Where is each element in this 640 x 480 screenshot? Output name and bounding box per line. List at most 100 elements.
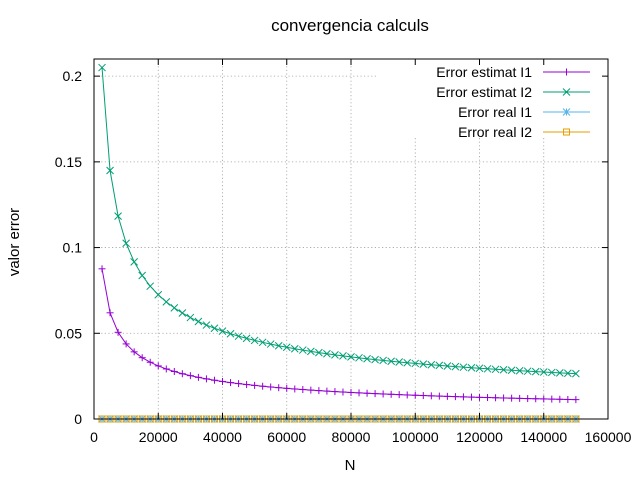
data-point (267, 383, 275, 391)
data-point (492, 394, 500, 402)
y-tick-label: 0 (74, 411, 82, 427)
data-point (122, 340, 130, 348)
data-point (234, 332, 243, 341)
data-point (531, 367, 540, 376)
data-point (146, 282, 155, 291)
data-point (339, 352, 347, 360)
legend-marker (563, 128, 570, 136)
legend-label: Error estimat I2 (436, 84, 532, 100)
y-tick-label: 0.15 (55, 154, 82, 170)
data-point (419, 360, 428, 368)
data-point (507, 366, 516, 375)
data-point (219, 377, 226, 385)
data-point (242, 334, 251, 343)
data-point (130, 257, 139, 266)
y-tick-label: 0.05 (55, 325, 82, 341)
data-point (411, 359, 420, 368)
x-tick-label: 80000 (332, 429, 371, 445)
data-point (499, 365, 508, 374)
data-point (451, 362, 460, 371)
data-point (186, 313, 195, 322)
data-point (555, 369, 564, 377)
legend-label: Error real I1 (458, 104, 532, 120)
data-point (516, 394, 524, 402)
data-point (227, 379, 235, 387)
x-tick-label: 0 (90, 429, 98, 445)
data-point (387, 357, 396, 366)
data-point (307, 386, 315, 394)
data-point (186, 372, 194, 380)
data-point (259, 382, 267, 390)
data-point (467, 393, 475, 401)
data-point (523, 367, 532, 376)
x-tick-label: 100000 (392, 429, 439, 445)
data-point (443, 362, 452, 370)
series-line (101, 268, 576, 401)
data-point (484, 394, 492, 402)
data-point (323, 349, 331, 358)
data-point (347, 353, 355, 361)
data-point (251, 381, 259, 389)
data-point (395, 391, 403, 399)
data-point (387, 390, 395, 398)
data-point (162, 298, 171, 306)
data-point (291, 385, 299, 393)
data-point (154, 362, 162, 370)
data-point (235, 380, 243, 388)
data-point (122, 239, 130, 248)
data-point (419, 392, 427, 400)
data-point (250, 336, 259, 345)
data-point (483, 364, 492, 373)
data-point (275, 384, 283, 392)
data-point (524, 395, 532, 403)
data-point (347, 388, 355, 396)
legend-marker (562, 108, 571, 116)
data-point (210, 324, 219, 333)
data-point (451, 393, 459, 401)
data-point (532, 395, 540, 403)
data-point (138, 354, 146, 362)
data-point (114, 328, 122, 336)
data-point (355, 353, 363, 362)
x-tick-label: 20000 (139, 429, 178, 445)
data-point (491, 365, 500, 374)
data-point (98, 265, 106, 273)
data-point (515, 366, 524, 375)
data-point (106, 309, 114, 317)
data-point (170, 368, 178, 376)
x-tick-label: 40000 (203, 429, 242, 445)
data-point (556, 395, 564, 403)
data-point (371, 355, 379, 364)
data-point (540, 395, 548, 403)
data-point (162, 365, 170, 373)
data-point (114, 212, 122, 220)
data-point (548, 395, 556, 403)
y-tick-label: 0.2 (63, 68, 83, 84)
data-point (274, 341, 283, 350)
legend-marker (562, 88, 571, 96)
data-point (508, 394, 516, 402)
data-point (202, 375, 210, 383)
data-point (194, 317, 203, 326)
legend-label: Error real I2 (458, 124, 532, 140)
data-point (290, 344, 299, 353)
data-point (226, 329, 235, 338)
data-point (331, 350, 339, 359)
x-tick-label: 120000 (456, 429, 503, 445)
data-point (170, 304, 179, 312)
x-tick-label: 160000 (585, 429, 632, 445)
data-point (443, 392, 451, 400)
data-point (379, 356, 387, 365)
data-point (194, 373, 202, 381)
data-point (315, 387, 323, 395)
data-point (355, 389, 363, 397)
data-point (435, 392, 443, 400)
data-point (130, 348, 138, 356)
legend-marker (563, 68, 570, 76)
data-point (306, 347, 315, 356)
data-point (243, 381, 251, 389)
legend-label: Error estimat I1 (436, 64, 532, 80)
x-axis-label: N (345, 457, 356, 474)
data-point (564, 395, 572, 403)
